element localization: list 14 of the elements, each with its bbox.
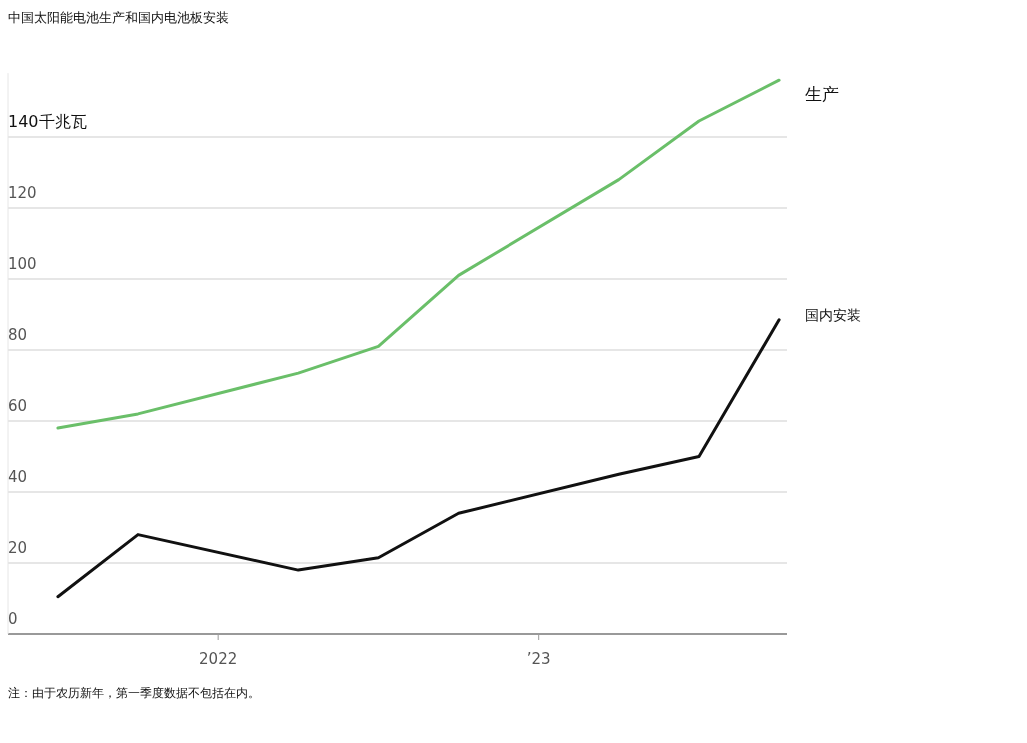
y-tick-label: 140千兆瓦 xyxy=(8,112,87,131)
text: 注：由于农历新年，第一季度数据不包括在内。 xyxy=(8,686,260,700)
y-tick-label: 40 xyxy=(8,468,28,486)
y-tick-label: 100 xyxy=(8,255,37,273)
series-label: 生产 xyxy=(805,84,839,105)
y-tick-label: 120 xyxy=(8,184,37,202)
y-tick-label: 20 xyxy=(8,539,28,557)
x-tick-label: ’23 xyxy=(526,650,551,668)
series-label: 国内安装 xyxy=(805,306,861,323)
y-tick-label: 60 xyxy=(8,397,28,415)
chart-title: 中国太阳能电池生产和国内电池板安装 xyxy=(8,10,229,25)
y-tick-label: 0 xyxy=(8,610,18,628)
x-tick-label: 2022 xyxy=(199,650,238,668)
y-tick-label: 80 xyxy=(8,326,28,344)
